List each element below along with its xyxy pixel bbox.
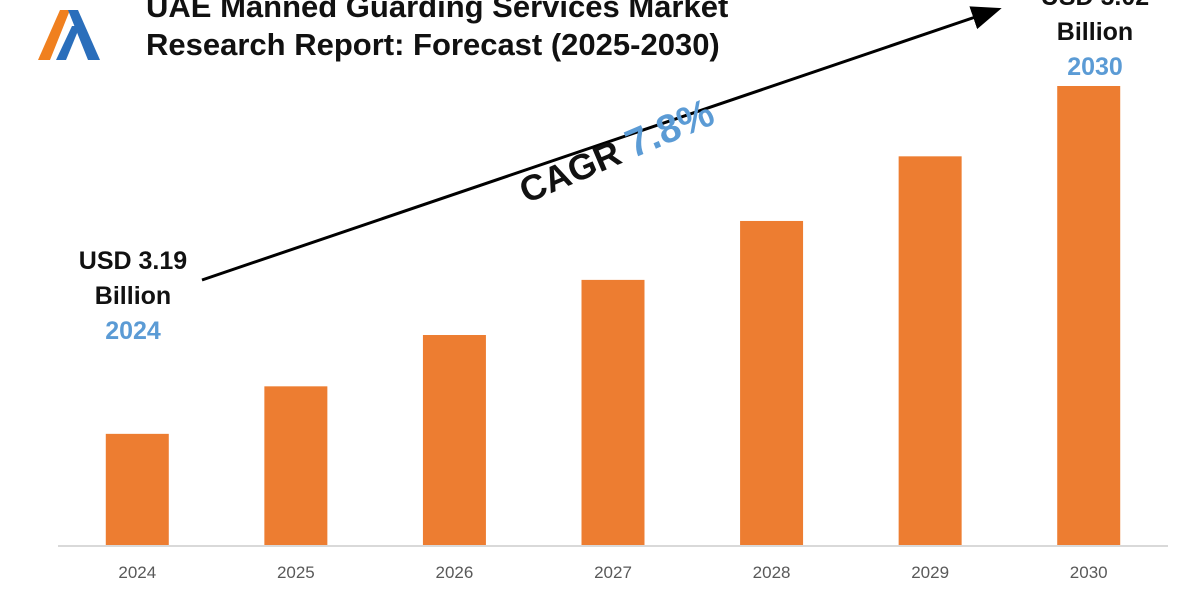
start-year: 2024 xyxy=(105,317,161,345)
bar-2027 xyxy=(581,279,645,546)
title-line-1: UAE Manned Guarding Services Market xyxy=(146,0,729,24)
x-tick-label-2024: 2024 xyxy=(118,563,156,582)
x-tick-label-2030: 2030 xyxy=(1070,563,1108,582)
m-logo-icon xyxy=(38,10,100,60)
x-axis-ticks: 2024 2025 2026 2027 2028 2029 2030 xyxy=(118,563,1107,582)
start-value-callout: USD 3.19 Billion 2024 xyxy=(58,244,208,349)
growth-arrow xyxy=(201,6,1002,282)
end-value: USD 5.02 xyxy=(1020,0,1170,15)
x-tick-label-2025: 2025 xyxy=(277,563,315,582)
title-line-2: Research Report: Forecast (2025-2030) xyxy=(146,27,720,62)
bar-2030 xyxy=(1057,86,1121,546)
x-tick-label-2028: 2028 xyxy=(753,563,791,582)
bar-2028 xyxy=(740,220,804,546)
page-title: UAE Manned Guarding Services Market Rese… xyxy=(146,0,866,64)
bar-2025 xyxy=(264,386,328,546)
start-unit: Billion xyxy=(94,282,172,310)
bar-2024 xyxy=(105,433,169,546)
x-tick-label-2029: 2029 xyxy=(911,563,949,582)
x-tick-label-2027: 2027 xyxy=(594,563,632,582)
start-value: USD 3.19 xyxy=(78,247,188,275)
bar-2029 xyxy=(898,156,962,547)
x-tick-label-2026: 2026 xyxy=(436,563,474,582)
end-year: 2030 xyxy=(1067,53,1123,81)
bar-2026 xyxy=(422,335,486,546)
bar-series xyxy=(105,86,1121,547)
end-value-callout: USD 5.02 Billion 2030 xyxy=(1020,0,1170,85)
end-unit: Billion xyxy=(1056,18,1134,46)
